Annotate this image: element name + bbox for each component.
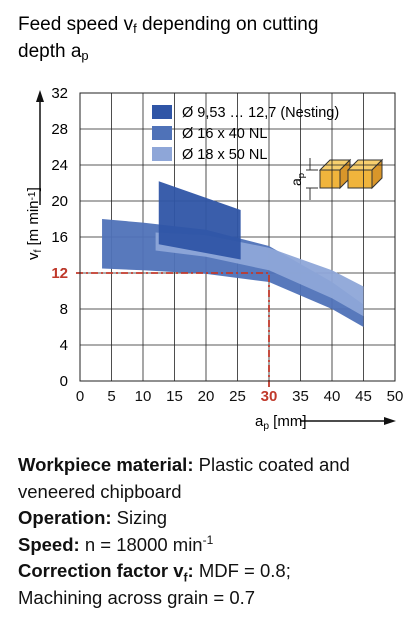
- highlight-line: [76, 272, 270, 387]
- note-text: MDF = 0.8;: [193, 560, 291, 581]
- arrows: [36, 90, 396, 425]
- legend-label: Ø 9,53 … 12,7 (Nesting): [182, 105, 339, 121]
- text-run: Feed speed v: [18, 14, 134, 35]
- note-line: veneered chipboard: [18, 479, 413, 506]
- y-tick-label: 20: [51, 193, 68, 210]
- y-axis-label: vf [m min-1]: [25, 187, 44, 260]
- x-tick-label: 5: [107, 388, 115, 405]
- band-area: [155, 232, 364, 317]
- text-run: a: [255, 413, 264, 430]
- x-tick-label: 50: [387, 388, 404, 405]
- text-run: f: [133, 21, 137, 36]
- x-tick-label: 40: [324, 388, 341, 405]
- note-text: Speed:: [18, 533, 80, 555]
- legend-swatch: [152, 105, 172, 119]
- note-text: n = 18000 min: [79, 533, 203, 555]
- note-text: Workpiece material:: [18, 454, 194, 475]
- note-text: Sizing: [111, 507, 168, 528]
- chart: Feed speed vf depending on cuttingdepth …: [18, 14, 404, 432]
- text-run: p: [296, 173, 307, 178]
- note-text: -1: [202, 532, 214, 547]
- x-tick-label: 20: [198, 388, 215, 405]
- note-text: Correction factor v: [18, 560, 184, 581]
- note-line: Operation: Sizing: [18, 505, 413, 532]
- text-run: v: [25, 252, 42, 260]
- text-run: ]: [25, 187, 42, 191]
- legend-label: Ø 16 x 40 NL: [182, 126, 267, 142]
- note-text: Operation:: [18, 507, 112, 528]
- legend-label: Ø 18 x 50 NL: [182, 147, 267, 163]
- y-tick-label: 24: [51, 157, 68, 174]
- notes: Workpiece material: Plastic coated and ve…: [18, 452, 413, 611]
- x-tick-label: 10: [135, 388, 152, 405]
- band-area: [158, 181, 241, 260]
- highlight-label: 12: [51, 265, 68, 282]
- y-tick-label: 12: [51, 265, 68, 282]
- y-tick-label: 0: [60, 373, 68, 390]
- chart-title: depth ap: [18, 41, 89, 63]
- x-tick-label: 45: [355, 388, 372, 405]
- x-tick-label: 0: [76, 388, 84, 405]
- y-tick-label: 4: [60, 337, 68, 354]
- x-tick-label: 15: [166, 388, 183, 405]
- note-text: Plastic coated and: [193, 454, 350, 475]
- x-tick-label: 25: [229, 388, 246, 405]
- inset-boards: [306, 158, 384, 200]
- note-text: :: [187, 560, 194, 581]
- x-axis-label: ap [mm]: [255, 413, 307, 432]
- note-text: veneered chipboard: [18, 480, 182, 502]
- text-run: p: [263, 421, 269, 432]
- x-tick-label: 35: [292, 388, 309, 405]
- note-line: Correction factor vf: MDF = 0.8;: [18, 558, 413, 585]
- y-tick-label: 32: [51, 85, 68, 102]
- text-run: p: [81, 48, 88, 63]
- note-line: Workpiece material: Plastic coated and: [18, 452, 413, 479]
- note-text: f: [183, 570, 188, 585]
- x-tick-label: 30: [261, 388, 278, 405]
- note-line: Machining across grain = 0.7: [18, 585, 413, 612]
- text-run: [mm]: [269, 413, 307, 430]
- text-run: a: [288, 178, 304, 186]
- y-tick-label: 28: [51, 121, 68, 138]
- y-tick-label: 16: [51, 229, 68, 246]
- note-text: Machining across grain = 0.7: [18, 586, 256, 608]
- legend-swatch: [152, 147, 172, 161]
- y-tick-label: 8: [60, 301, 68, 318]
- note-line: Speed: n = 18000 min-1: [18, 532, 413, 559]
- legend-swatch: [152, 126, 172, 140]
- text-run: [m min: [25, 200, 42, 249]
- inset-label: ap: [288, 173, 307, 186]
- text-run: depth a: [18, 41, 82, 62]
- plot-frame: [79, 92, 396, 382]
- text-run: -1: [27, 191, 38, 200]
- text-run: f: [33, 250, 44, 253]
- text-run: depending on cutting: [137, 14, 319, 35]
- chart-title: Feed speed vf depending on cutting: [18, 14, 318, 36]
